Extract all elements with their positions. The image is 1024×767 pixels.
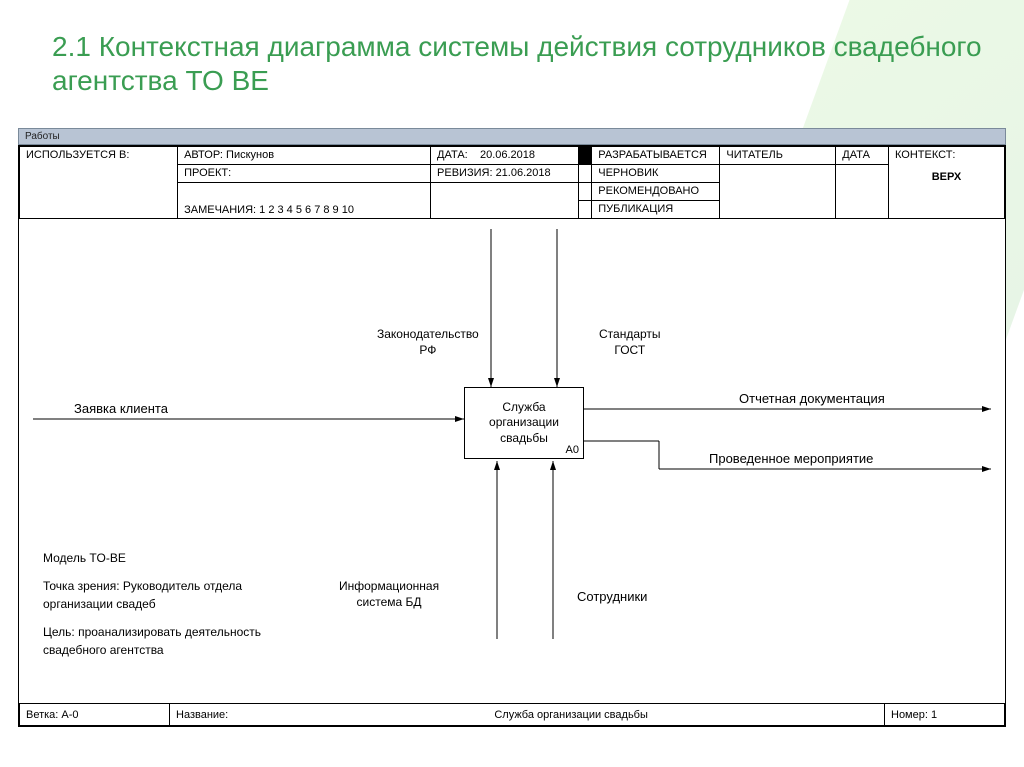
number-label: Номер: xyxy=(891,709,928,721)
status-publication: ПУБЛИКАЦИЯ xyxy=(592,201,720,219)
slide-title: 2.1 Контекстная диаграмма системы действ… xyxy=(52,30,1024,97)
context-value: ВЕРХ xyxy=(895,171,998,183)
notes-label: ЗАМЕЧАНИЯ: xyxy=(184,204,256,216)
note-purpose: Цель: проанализировать деятельность свад… xyxy=(43,623,273,659)
empty-cell xyxy=(431,183,579,219)
diagram-frame: ИСПОЛЬЗУЕТСЯ В: АВТОР: Пискунов ДАТА: 20… xyxy=(18,145,1006,727)
notes-value: 1 2 3 4 5 6 7 8 9 10 xyxy=(259,204,354,216)
revision-value: 21.06.2018 xyxy=(496,167,551,179)
model-notes: Модель TO-BE Точка зрения: Руководитель … xyxy=(43,549,273,659)
number-value: 1 xyxy=(931,709,937,721)
footer-title-label: Название: xyxy=(176,709,228,721)
reader-label: ЧИТАТЕЛЬ xyxy=(720,147,836,165)
note-viewpoint: Точка зрения: Руководитель отдела органи… xyxy=(43,577,273,613)
status-draft: ЧЕРНОВИК xyxy=(592,165,720,183)
node-label: Ветка: xyxy=(26,709,58,721)
hdr-date-label: ДАТА xyxy=(836,147,889,165)
status-spacer3 xyxy=(578,201,592,219)
diagram-canvas: Службаорганизациисвадьбы А0 Законодатель… xyxy=(19,219,1005,689)
status-marker xyxy=(578,147,592,165)
idef0-footer: Ветка: A-0 Название: Служба организации … xyxy=(19,703,1005,726)
footer-title-value: Служба организации свадьбы xyxy=(494,709,648,721)
author-label: АВТОР: xyxy=(184,149,223,161)
revision-label: РЕВИЗИЯ: xyxy=(437,167,492,179)
node-value: A-0 xyxy=(61,709,78,721)
idef0-header: ИСПОЛЬЗУЕТСЯ В: АВТОР: Пискунов ДАТА: 20… xyxy=(19,146,1005,219)
author-value: Пискунов xyxy=(226,149,274,161)
status-recommended: РЕКОМЕНДОВАНО xyxy=(592,183,720,201)
reader-cell xyxy=(720,165,836,219)
output-2-label: Проведенное мероприятие xyxy=(709,451,873,466)
control-1-label: ЗаконодательствоРФ xyxy=(377,327,479,358)
window-titlebar: Работы xyxy=(18,128,1006,145)
input-1-label: Заявка клиента xyxy=(74,401,168,416)
process-label: Службаорганизациисвадьбы xyxy=(489,400,559,447)
status-spacer xyxy=(578,165,592,183)
control-2-label: СтандартыГОСТ xyxy=(599,327,661,358)
output-1-label: Отчетная документация xyxy=(739,391,885,406)
date-label: ДАТА: xyxy=(437,149,468,161)
process-box: Службаорганизациисвадьбы А0 xyxy=(464,387,584,459)
mechanism-1-label: Информационнаясистема БД xyxy=(339,579,439,610)
diagram-container: Работы ИСПОЛЬЗУЕТСЯ В: АВТОР: Пискунов Д… xyxy=(18,128,1006,728)
status-developing: РАЗРАБАТЫВАЕТСЯ xyxy=(592,147,720,165)
process-id: А0 xyxy=(566,444,579,456)
date-cell xyxy=(836,165,889,219)
note-model: Модель TO-BE xyxy=(43,549,273,567)
status-spacer2 xyxy=(578,183,592,201)
date-value: 20.06.2018 xyxy=(480,149,535,161)
mechanism-2-label: Сотрудники xyxy=(577,589,647,604)
used-in-cell: ИСПОЛЬЗУЕТСЯ В: xyxy=(20,147,178,219)
project-label: ПРОЕКТ: xyxy=(178,165,431,183)
context-label: КОНТЕКСТ: xyxy=(895,149,998,161)
